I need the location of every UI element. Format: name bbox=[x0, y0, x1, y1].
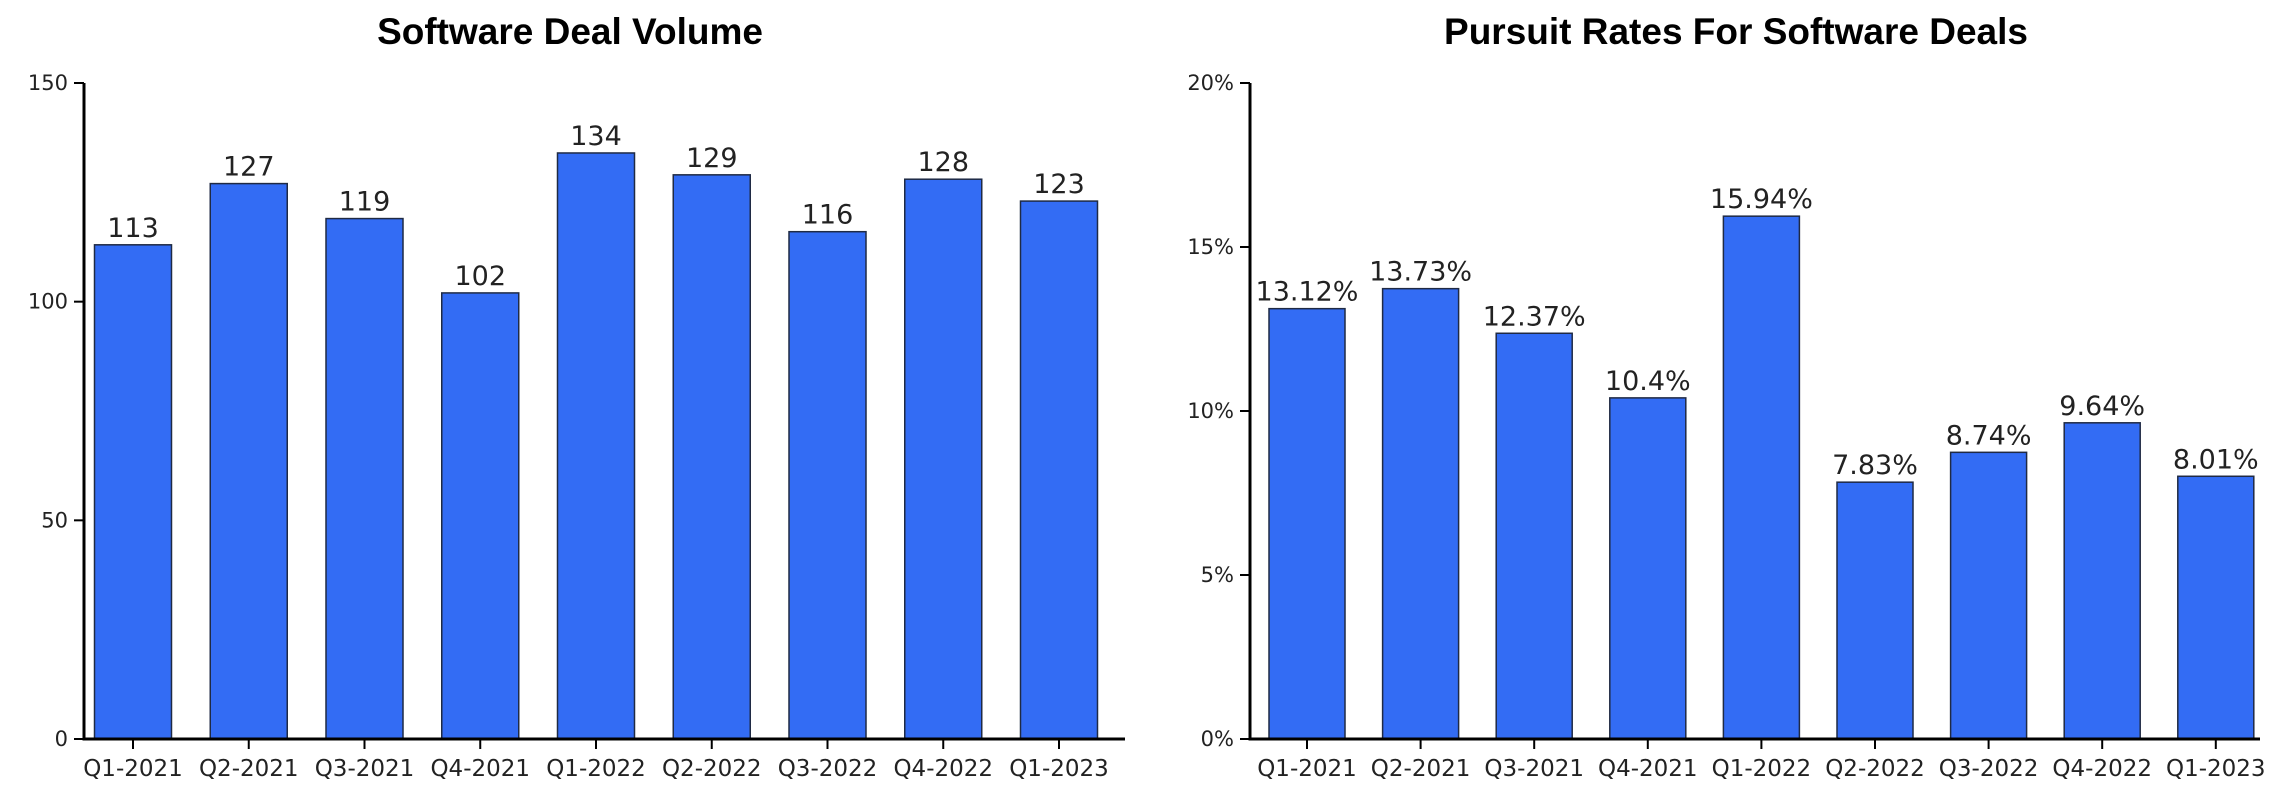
x-tick-label: Q1-2021 bbox=[83, 756, 183, 782]
y-tick-label: 0 bbox=[55, 727, 68, 751]
y-tick-label: 0% bbox=[1201, 727, 1234, 751]
x-tick-label: Q4-2022 bbox=[893, 756, 993, 782]
x-tick-label: Q3-2022 bbox=[1939, 756, 2039, 782]
bar bbox=[1019, 200, 1099, 740]
data-label: 123 bbox=[1033, 169, 1085, 200]
deal-volume-chart: Software Deal Volume 113 127 119 102 134 129 1… bbox=[28, 11, 1125, 782]
data-label: 134 bbox=[570, 121, 622, 152]
y-tick-label: 20% bbox=[1187, 71, 1234, 95]
x-tick-label: Q4-2022 bbox=[2052, 756, 2152, 782]
x-tick-label: Q1-2023 bbox=[2166, 756, 2266, 782]
y-tick-label: 100 bbox=[28, 290, 68, 314]
bar bbox=[1949, 451, 2028, 740]
bar bbox=[2063, 422, 2141, 740]
y-tick-label: 50 bbox=[41, 508, 68, 532]
y-tick-label: 150 bbox=[28, 71, 68, 95]
chart-title: Software Deal Volume bbox=[377, 11, 763, 52]
bar bbox=[1722, 215, 1801, 740]
bar bbox=[441, 292, 520, 740]
bar bbox=[788, 230, 867, 740]
x-tick-label: Q2-2022 bbox=[662, 756, 762, 782]
data-label: 12.37% bbox=[1483, 301, 1586, 332]
data-label: 15.94% bbox=[1710, 184, 1813, 215]
data-label: 13.12% bbox=[1256, 277, 1359, 308]
bar bbox=[93, 244, 173, 740]
data-label: 10.4% bbox=[1605, 366, 1691, 397]
data-label: 113 bbox=[107, 213, 159, 244]
x-tick-label: Q2-2021 bbox=[1371, 756, 1471, 782]
data-label: 127 bbox=[223, 152, 275, 183]
bar bbox=[556, 152, 636, 740]
bar bbox=[2177, 475, 2255, 740]
x-tick-label: Q1-2021 bbox=[1257, 756, 1357, 782]
data-label: 119 bbox=[339, 187, 391, 218]
pursuit-rates-chart: Pursuit Rates For Software Deals 13.12% 1… bbox=[1187, 11, 2265, 782]
x-tick-label: Q3-2022 bbox=[778, 756, 878, 782]
bar bbox=[325, 217, 404, 740]
data-label: 128 bbox=[917, 147, 969, 178]
bar bbox=[209, 182, 288, 740]
bar bbox=[1268, 307, 1346, 740]
data-label: 129 bbox=[686, 143, 738, 174]
x-tick-label: Q2-2022 bbox=[1825, 756, 1925, 782]
data-label: 8.01% bbox=[2173, 444, 2259, 475]
bar bbox=[904, 178, 983, 740]
y-tick-label: 5% bbox=[1201, 563, 1234, 587]
x-tick-label: Q4-2021 bbox=[1598, 756, 1698, 782]
x-tick-label: Q4-2021 bbox=[430, 756, 530, 782]
data-label: 116 bbox=[802, 200, 854, 231]
y-tick-label: 10% bbox=[1187, 399, 1234, 423]
data-label: 8.74% bbox=[1946, 420, 2032, 451]
data-label: 102 bbox=[454, 261, 506, 292]
bar bbox=[672, 174, 751, 740]
x-tick-label: Q1-2023 bbox=[1009, 756, 1109, 782]
x-tick-label: Q2-2021 bbox=[199, 756, 299, 782]
x-tick-label: Q3-2021 bbox=[315, 756, 415, 782]
bar bbox=[1381, 287, 1460, 740]
chart-title: Pursuit Rates For Software Deals bbox=[1444, 11, 2028, 52]
x-tick-label: Q3-2021 bbox=[1484, 756, 1584, 782]
x-tick-label: Q1-2022 bbox=[1712, 756, 1812, 782]
bar bbox=[1495, 332, 1573, 740]
bar bbox=[1609, 397, 1687, 740]
bar bbox=[1836, 481, 1914, 740]
x-tick-label: Q1-2022 bbox=[546, 756, 646, 782]
data-label: 9.64% bbox=[2059, 391, 2145, 422]
data-label: 13.73% bbox=[1369, 257, 1472, 288]
y-tick-label: 15% bbox=[1187, 235, 1234, 259]
data-label: 7.83% bbox=[1832, 450, 1918, 481]
